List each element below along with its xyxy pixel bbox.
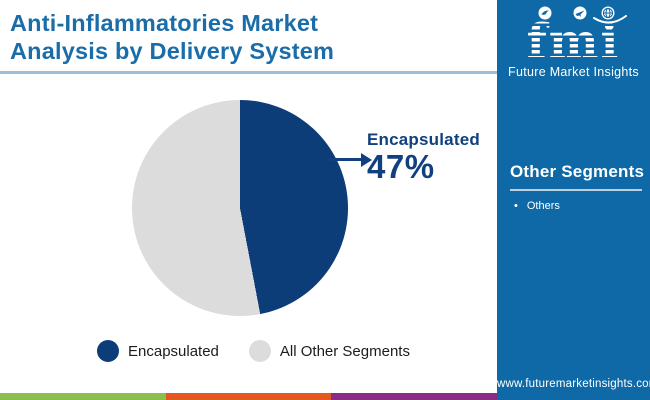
website-url: www.futuremarketinsights.com (497, 378, 650, 390)
footer-bar-segment-orange (165, 393, 332, 400)
page-title-line-2: Analysis by Delivery System (10, 38, 335, 65)
header-divider (0, 71, 497, 74)
plane-icon (573, 6, 587, 20)
swoosh-icon (593, 14, 627, 32)
legend-swatch-encapsulated (97, 340, 119, 362)
content-area: Anti-Inflammatories Market Analysis by D… (0, 0, 498, 400)
pie-chart (132, 100, 348, 316)
callout-value: 47% (367, 148, 435, 185)
callout-arrow-line (327, 158, 362, 161)
fmi-logo: fmi Future Market Insights (497, 0, 650, 79)
page-title-line-1: Anti-Inflammatories Market (10, 10, 319, 36)
other-segments-list: Others (510, 200, 650, 212)
other-segments-divider (510, 189, 642, 192)
legend-label: All Other Segments (279, 342, 410, 360)
dove-icon (538, 6, 552, 20)
legend: Encapsulated All Other Segments (97, 340, 410, 362)
globe-icon (601, 6, 615, 20)
other-segments-heading: Other Segments (510, 162, 645, 182)
sidebar: fmi Future Market Insights Other Segment… (497, 0, 650, 400)
list-item: Others (510, 200, 650, 212)
footer-bar-segment-purple (331, 393, 498, 400)
fmi-logo-subtitle: Future Market Insights (508, 65, 639, 80)
other-segments-section: Other Segments Others (497, 162, 650, 212)
callout: Encapsulated 47% (367, 130, 480, 185)
legend-label: Encapsulated (128, 342, 219, 360)
legend-swatch-all-other-segments (248, 340, 271, 362)
fmi-logo-icons (497, 5, 650, 24)
callout-label: Encapsulated (367, 130, 480, 149)
legend-item-encapsulated: Encapsulated (97, 340, 219, 362)
legend-item-all-other-segments: All Other Segments (248, 340, 410, 362)
footer-bar-segment-green (0, 393, 166, 400)
fmi-logo-text: fmi (526, 14, 621, 69)
footer-color-bar (0, 393, 498, 400)
callout-arrow-head-icon (361, 152, 372, 167)
page-title: Anti-Inflammatories Market Analysis by D… (0, 0, 497, 65)
